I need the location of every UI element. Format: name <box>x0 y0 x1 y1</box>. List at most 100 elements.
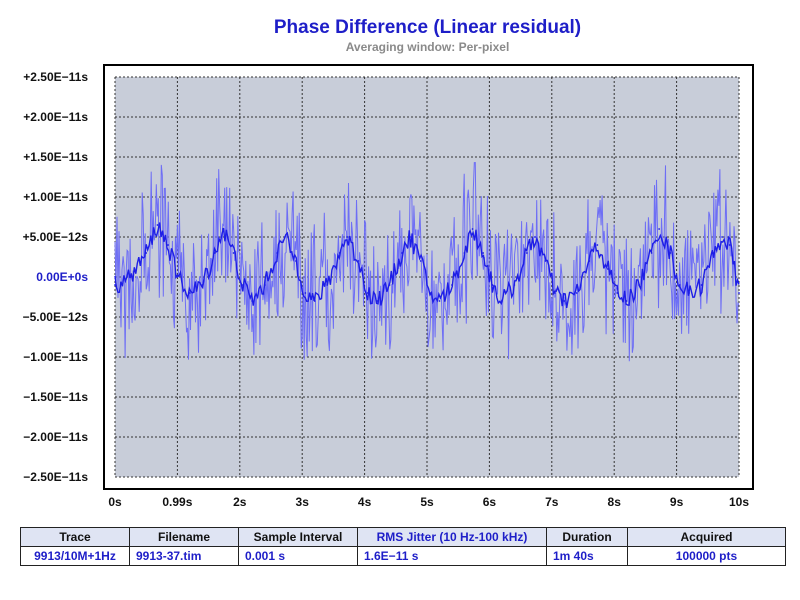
trace-point <box>263 284 266 286</box>
trace-point <box>451 284 453 286</box>
trace-point <box>222 228 224 230</box>
info-table-value-row: 9913/10M+1Hz 9913-37.tim 0.001 s 1.6E−11… <box>20 546 786 566</box>
trace-envelope <box>114 161 740 362</box>
trace-point <box>129 276 132 278</box>
info-table-header-row: Trace Filename Sample Interval RMS Jitte… <box>20 527 786 547</box>
trace-point <box>650 252 653 254</box>
trace-info-table: Trace Filename Sample Interval RMS Jitte… <box>20 527 786 566</box>
x-axis-tick-labels: 0s 0.99s 2s 3s 4s 5s 6s 7s 8s 9s 10s <box>108 495 749 509</box>
trace-point <box>688 292 690 294</box>
trace-point <box>276 252 279 254</box>
trace-point <box>156 224 159 226</box>
trace-point <box>616 292 619 294</box>
trace-point <box>713 252 715 254</box>
header-sample-interval: Sample Interval <box>238 527 358 547</box>
trace-point <box>313 300 316 302</box>
value-filename: 9913-37.tim <box>129 546 239 566</box>
trace-point <box>534 236 536 238</box>
x-tick-label: 9s <box>670 495 684 509</box>
value-rms-jitter: 1.6E−11 s <box>357 546 547 566</box>
trace-point <box>563 300 566 302</box>
trace-point <box>283 236 286 238</box>
y-tick-label: −5.00E−12s <box>23 310 89 324</box>
trace-point <box>669 252 672 254</box>
x-tick-label: 4s <box>358 495 372 509</box>
trace-point <box>463 252 466 254</box>
header-filename: Filename <box>129 527 239 547</box>
y-tick-label: −1.50E−11s <box>23 390 88 404</box>
trace-envelope-line <box>114 161 740 362</box>
trace-point <box>346 236 349 238</box>
value-trace: 9913/10M+1Hz <box>20 546 130 566</box>
trace-point <box>419 260 422 262</box>
trace-point <box>638 284 641 286</box>
trace-point <box>678 284 681 286</box>
x-tick-label: 0s <box>108 495 122 509</box>
header-acquired: Acquired <box>627 527 786 547</box>
x-tick-label: 10s <box>729 495 749 509</box>
x-tick-label: 2s <box>233 495 247 509</box>
trace-point <box>167 244 169 246</box>
trace-point <box>429 292 432 294</box>
header-rms-jitter: RMS Jitter (10 Hz-100 kHz) <box>357 527 547 547</box>
trace-point <box>401 252 403 254</box>
trace-point <box>525 252 528 254</box>
trace-point <box>607 268 609 270</box>
trace-point <box>366 292 369 294</box>
trace-point <box>114 284 116 286</box>
trace-point <box>588 260 591 262</box>
trace-point <box>188 292 191 294</box>
y-tick-label: −2.00E−11s <box>23 430 88 444</box>
trace-point <box>145 252 148 254</box>
trace-point <box>575 292 578 294</box>
trace-point <box>242 284 244 286</box>
trace-point <box>482 252 485 254</box>
trace-point <box>544 260 547 262</box>
chart-title: Phase Difference (Linear residual) <box>273 17 582 38</box>
trace-point <box>554 292 556 294</box>
x-tick-label: 3s <box>296 495 310 509</box>
x-tick-label: 5s <box>420 495 434 509</box>
trace-point <box>500 300 503 302</box>
trace-point <box>438 300 441 302</box>
trace-point <box>658 228 661 230</box>
y-tick-label: −2.50E−11s <box>23 470 88 484</box>
y-tick-label: 0.00E+0s <box>36 270 88 284</box>
x-tick-label: 0.99s <box>162 495 192 509</box>
header-duration: Duration <box>546 527 628 547</box>
trace-line <box>114 222 740 309</box>
trace-point <box>471 228 474 230</box>
trace-point <box>251 300 254 302</box>
trace-point <box>295 260 297 262</box>
y-tick-label: +1.00E−11s <box>23 190 88 204</box>
trace-point <box>338 252 341 254</box>
trace-line-group <box>114 222 740 309</box>
trace-point <box>357 260 360 262</box>
trace-point <box>728 244 731 246</box>
trace-point <box>326 284 329 286</box>
header-trace: Trace <box>20 527 130 547</box>
trace-point <box>700 284 703 286</box>
trace-point <box>304 292 307 294</box>
trace-point <box>388 284 391 286</box>
trace-point <box>721 236 724 238</box>
x-tick-label: 8s <box>608 495 622 509</box>
y-tick-label: +1.50E−11s <box>23 150 88 164</box>
x-tick-label: 7s <box>545 495 559 509</box>
value-acquired: 100000 pts <box>627 546 786 566</box>
chart-subtitle: Averaging window: Per-pixel <box>345 40 510 54</box>
phase-difference-chart: +2.50E−11s +2.00E−11s +1.50E−11s +1.00E−11s… <box>23 64 754 509</box>
trace-point <box>513 284 516 286</box>
value-sample-interval: 0.001 s <box>238 546 358 566</box>
y-tick-label: +5.00E−12s <box>23 230 89 244</box>
trace-point <box>213 252 216 254</box>
trace-point <box>491 284 494 286</box>
trace-point <box>738 292 740 294</box>
y-tick-label: +2.00E−11s <box>23 110 88 124</box>
trace-point <box>376 300 378 302</box>
y-tick-label: −1.00E−11s <box>23 350 88 364</box>
trace-point <box>625 300 628 302</box>
y-tick-label: +2.50E−11s <box>23 70 88 84</box>
value-duration: 1m 40s <box>546 546 628 566</box>
trace-point <box>176 276 179 278</box>
